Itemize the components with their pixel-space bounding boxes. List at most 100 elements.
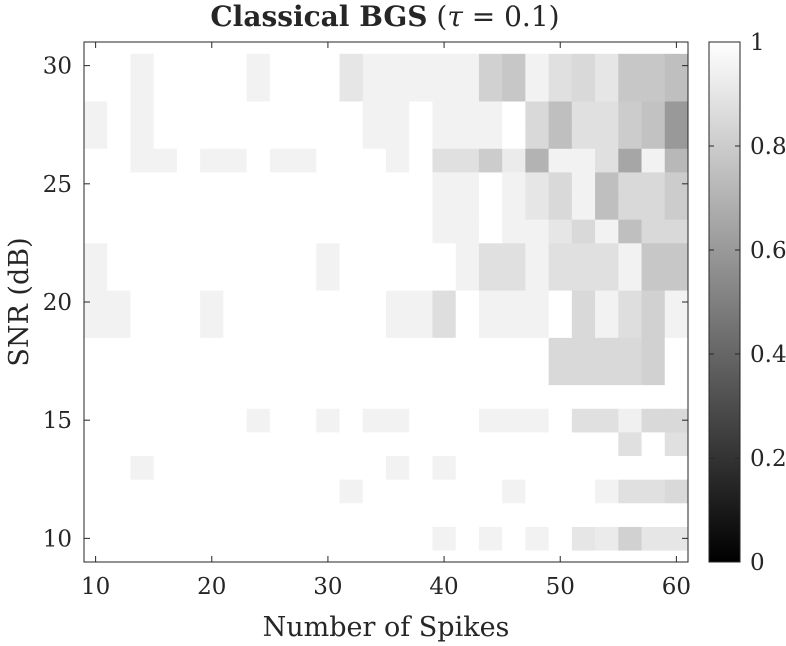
heatmap-cell	[432, 195, 457, 220]
heatmap-cell	[409, 384, 433, 409]
heatmap-cell	[409, 502, 433, 527]
heatmap-cell	[409, 455, 433, 480]
heatmap-cell	[502, 242, 526, 267]
heatmap-cell	[664, 242, 689, 267]
heatmap-cell	[641, 53, 666, 78]
heatmap-cell	[478, 290, 503, 315]
heatmap-cell	[176, 384, 201, 409]
heatmap-cell	[107, 432, 131, 457]
heatmap-cell	[525, 219, 550, 244]
heatmap-cell	[595, 219, 619, 244]
heatmap-cell	[84, 219, 108, 244]
heatmap-cell	[269, 124, 294, 149]
heatmap-cell	[293, 408, 317, 433]
heatmap-cell	[153, 195, 178, 220]
heatmap-cell	[200, 526, 224, 551]
heatmap-cell	[502, 266, 526, 291]
heatmap-cell	[339, 432, 364, 457]
heatmap-cell	[386, 313, 410, 338]
heatmap-cell	[130, 266, 155, 291]
colorbar-tick-label: 0	[750, 550, 765, 576]
heatmap-cell	[293, 313, 317, 338]
heatmap-cell	[107, 455, 131, 480]
heatmap-cell	[478, 502, 503, 527]
heatmap-cell	[269, 53, 294, 78]
heatmap-cell	[502, 290, 526, 315]
heatmap-cell	[362, 384, 387, 409]
heatmap-cell	[223, 337, 248, 362]
colorbar-ticks: 0 0.2 0.4 0.6 0.8 1	[709, 30, 786, 576]
colorbar-tick-label: 0.4	[750, 342, 786, 368]
heatmap-cell	[316, 53, 340, 78]
heatmap-cell	[246, 195, 271, 220]
heatmap-cell	[618, 479, 642, 504]
heatmap-cell	[432, 408, 457, 433]
heatmap-cell	[618, 432, 642, 457]
heatmap-cell	[618, 290, 642, 315]
colorbar-tick-label: 1	[750, 30, 765, 56]
heatmap-cell	[502, 408, 526, 433]
heatmap-cell	[362, 361, 387, 386]
heatmap-cell	[525, 384, 550, 409]
heatmap-cell	[455, 502, 480, 527]
heatmap-cell	[386, 242, 410, 267]
heatmap-cell	[339, 148, 364, 173]
heatmap-cell	[502, 219, 526, 244]
heatmap-cell	[223, 195, 248, 220]
heatmap-cell	[339, 195, 364, 220]
heatmap-cell	[223, 502, 248, 527]
heatmap-cell	[107, 384, 131, 409]
chart-title-close-paren: )	[549, 0, 560, 33]
heatmap-cell	[246, 384, 271, 409]
y-tick-label: 15	[43, 408, 72, 434]
heatmap-cell	[293, 124, 317, 149]
heatmap-cell	[571, 408, 596, 433]
heatmap-cell	[502, 361, 526, 386]
heatmap-cell	[339, 242, 364, 267]
y-tick-label: 30	[43, 54, 72, 80]
heatmap-cell	[595, 502, 619, 527]
heatmap-cell	[153, 242, 178, 267]
heatmap-cell	[362, 101, 387, 126]
heatmap-cell	[525, 266, 550, 291]
heatmap-cell	[664, 361, 689, 386]
heatmap-cell	[525, 361, 550, 386]
heatmap-cell	[200, 502, 224, 527]
heatmap-cell	[478, 101, 503, 126]
x-tick-label: 50	[546, 574, 575, 600]
heatmap-cell	[455, 384, 480, 409]
heatmap-cell	[525, 53, 550, 78]
heatmap-cell	[432, 101, 457, 126]
heatmap-cell	[571, 124, 596, 149]
heatmap-cell	[455, 313, 480, 338]
heatmap-cell	[525, 101, 550, 126]
heatmap-cell	[362, 172, 387, 197]
heatmap-cell	[478, 195, 503, 220]
heatmap-cell	[362, 313, 387, 338]
heatmap-cell	[386, 219, 410, 244]
heatmap-cell	[548, 313, 573, 338]
heatmap-cell	[409, 53, 433, 78]
heatmap-cell	[595, 290, 619, 315]
heatmap-cell	[409, 219, 433, 244]
heatmap-cell	[84, 526, 108, 551]
heatmap-cell	[455, 337, 480, 362]
colorbar-tick-label: 0.2	[750, 446, 786, 472]
heatmap-cell	[246, 502, 271, 527]
heatmap-cell	[153, 53, 178, 78]
heatmap-cell	[246, 337, 271, 362]
heatmap-cell	[641, 148, 666, 173]
heatmap-cell	[432, 432, 457, 457]
heatmap-cell	[293, 219, 317, 244]
heatmap-cell	[316, 148, 340, 173]
heatmap-cell	[269, 266, 294, 291]
heatmap-cell	[130, 455, 155, 480]
heatmap-cell	[130, 432, 155, 457]
heatmap-cell	[618, 266, 642, 291]
heatmap-cell	[246, 148, 271, 173]
heatmap-cell	[595, 455, 619, 480]
heatmap-cell	[409, 313, 433, 338]
heatmap-cell	[478, 479, 503, 504]
heatmap-cell	[455, 77, 480, 102]
heatmap-cell	[595, 53, 619, 78]
